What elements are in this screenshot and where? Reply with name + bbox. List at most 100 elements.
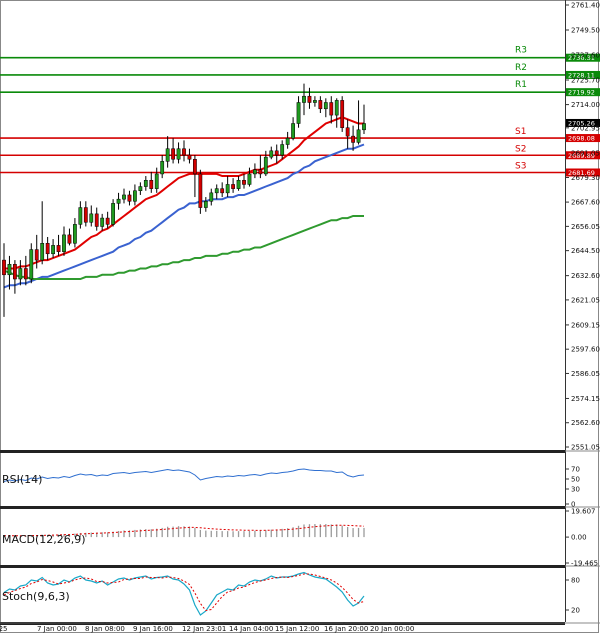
candle-body: [73, 224, 77, 244]
candle-body: [323, 102, 328, 110]
time-tick-label: 15 Jan 12:00: [275, 625, 319, 633]
level-tag-bg: [566, 53, 600, 62]
price-tick-label: 2644.50: [571, 247, 600, 255]
candle: [100, 213, 105, 231]
level-name-r1: R1: [515, 80, 527, 90]
time-tick-label: 9 Jan 16:00: [133, 625, 173, 633]
candle-body: [13, 264, 17, 280]
series-line-ma-long: [3, 215, 364, 280]
time-tick-label: 20 Jan 00:00: [370, 625, 414, 633]
candle-body: [154, 173, 159, 189]
candle: [89, 205, 94, 227]
candle-body: [253, 169, 257, 175]
candle-body: [280, 144, 285, 156]
candle: [34, 234, 39, 269]
candle: [138, 182, 143, 195]
price-tick-label: 2702.95: [571, 124, 600, 132]
candle: [165, 136, 170, 168]
level-name-r3: R3: [515, 46, 527, 56]
candle: [149, 171, 154, 193]
candle: [318, 96, 323, 114]
macd-label: MACD(12,26,9): [2, 533, 86, 546]
candle: [111, 199, 115, 227]
candle: [78, 201, 83, 229]
candle-body: [313, 100, 317, 103]
candle-body: [116, 198, 121, 204]
level-tag-s2: 2689.89: [568, 152, 595, 160]
candle-body: [203, 201, 208, 208]
candle-body: [89, 213, 94, 223]
candle: [351, 125, 355, 151]
candle: [67, 228, 72, 246]
candle-body: [7, 264, 12, 276]
candle-body: [318, 100, 323, 110]
candle: [242, 173, 246, 189]
level-tag-s1: 2698.08: [568, 135, 595, 143]
candle-body: [198, 173, 203, 208]
candle: [334, 98, 339, 128]
candle: [231, 178, 235, 193]
candle-body: [62, 234, 66, 252]
level-tag-bg: [566, 70, 600, 79]
candle-body: [105, 217, 110, 225]
candle-body: [51, 245, 55, 255]
candle: [340, 96, 345, 132]
level-name-r2: R2: [515, 63, 527, 73]
candle-body: [334, 100, 339, 116]
price-tick-label: 2725.70: [571, 77, 600, 85]
panel-separator: [0, 506, 565, 509]
price-tick-label: 2656.05: [571, 223, 600, 231]
support-resistance-levels: R3 2736.31 R2 2728.11 R1 2719.92 S1 2698.08 S2 26…: [0, 46, 600, 177]
rsi-label: RSI(14): [2, 473, 42, 486]
time-tick-label: 12 Jan 23:01: [182, 625, 226, 633]
panel-separator: [0, 565, 565, 568]
candle-body: [296, 102, 301, 124]
candle: [51, 239, 55, 258]
candle-body: [111, 203, 115, 225]
candle: [203, 197, 208, 212]
price-candles: [2, 83, 366, 317]
candle-body: [122, 194, 126, 200]
candle: [7, 255, 12, 290]
panel-labels: RSI(14) MACD(12,26,9) Stoch(9,6,3): [2, 473, 86, 603]
candle-body: [285, 137, 290, 145]
level-tag-r1: 2719.92: [568, 89, 595, 97]
candle: [62, 226, 66, 256]
candle: [40, 201, 45, 265]
price-tick-label: 2562.60: [571, 419, 600, 427]
candle-body: [307, 95, 312, 103]
time-tick-label: 7 Jan 00:00: [37, 625, 77, 633]
candle-body: [160, 161, 165, 175]
candle-body: [133, 190, 137, 202]
level-tag-r2: 2728.11: [568, 71, 595, 79]
candle-body: [83, 207, 88, 223]
price-tick-label: 2749.50: [571, 27, 600, 35]
candle-body: [56, 245, 61, 252]
candle-body: [236, 179, 241, 189]
level-tag-r3: 2736.31: [568, 54, 595, 62]
macd-signal-line: [4, 524, 365, 537]
candle: [18, 260, 23, 286]
time-tick-label: 16 Jan 20:00: [324, 625, 368, 633]
candle-body: [182, 148, 186, 156]
candle-body: [269, 150, 274, 158]
panel-separator: [0, 450, 565, 453]
candle: [73, 218, 77, 248]
price-tick-label: 2761.40: [571, 2, 600, 10]
stoch-label: Stoch(9,6,3): [2, 590, 70, 603]
candle-body: [34, 249, 39, 261]
current-price-tag: 2705.26: [568, 119, 595, 127]
level-tag-bg: [566, 88, 600, 97]
candle: [83, 201, 88, 227]
candle: [329, 96, 334, 124]
candle: [94, 207, 99, 231]
time-tick-label: 5 Jan 2025: [0, 625, 8, 633]
candle: [225, 176, 230, 198]
candle: [182, 140, 186, 162]
candle: [356, 100, 361, 145]
candle-body: [362, 123, 366, 131]
candle: [269, 146, 274, 160]
candle: [143, 176, 148, 191]
candle: [13, 260, 17, 294]
